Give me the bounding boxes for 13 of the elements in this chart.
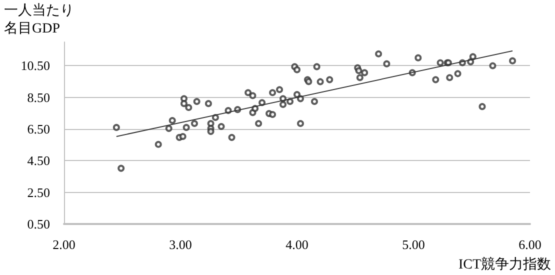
y-axis-title: 一人当たり名目GDP <box>4 2 74 36</box>
y-tick-label: 10.50 <box>20 58 50 74</box>
y-tick-label: 2.50 <box>27 184 50 200</box>
x-tick-label: 2.00 <box>52 237 76 252</box>
y-tick-label: 4.50 <box>27 153 50 168</box>
x-axis-title: ICT競争力指数 <box>458 256 552 272</box>
y-tick-label: 6.50 <box>27 122 50 137</box>
y-tick-label: 0.50 <box>27 216 50 232</box>
x-tick-label: 6.00 <box>518 237 542 252</box>
x-tick-label: 3.00 <box>169 237 192 252</box>
x-tick-label: 5.00 <box>402 237 425 252</box>
x-tick-label: 4.00 <box>286 237 308 252</box>
y-tick-label: 8.50 <box>27 90 50 105</box>
